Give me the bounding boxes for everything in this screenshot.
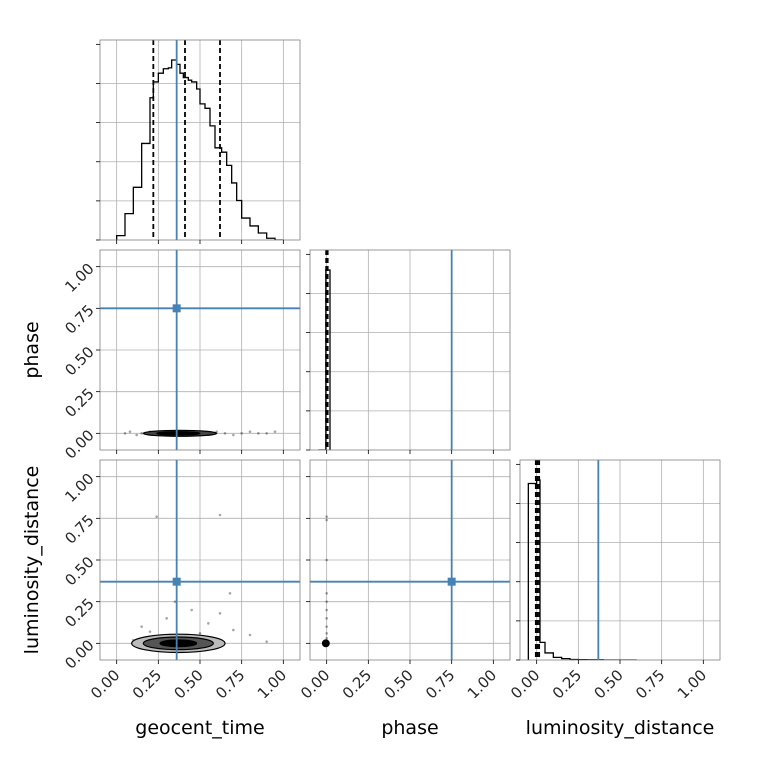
truth-marker — [172, 577, 181, 586]
x-tick-label: 0.25 — [339, 666, 375, 702]
y-tick-label: 0.00 — [61, 636, 97, 672]
sample-point — [173, 600, 177, 603]
sample-point — [325, 558, 328, 562]
sample-point — [325, 515, 328, 518]
sample-point — [325, 518, 328, 522]
sample-point — [140, 432, 143, 435]
panel-scatter-geocent_time-luminosity_distance — [100, 460, 300, 660]
sample-point — [218, 513, 222, 517]
y-tick-label: 1.00 — [61, 260, 97, 296]
x-tick-label: 0.50 — [170, 666, 206, 702]
sample-point — [232, 628, 235, 632]
x-tick-label: 0.75 — [632, 666, 668, 702]
x-tick-label: 0.50 — [380, 666, 416, 702]
x-tick-label: 0.75 — [422, 666, 458, 702]
y-axis-label: phase — [21, 321, 43, 378]
x-axis-label: geocent_time — [135, 717, 264, 739]
panel-hist-geocent_time — [100, 40, 300, 240]
y-tick-label: 0.50 — [61, 343, 97, 379]
sample-point — [273, 430, 277, 433]
sample-point — [140, 625, 143, 628]
sample-point — [228, 592, 232, 595]
panel-scatter-phase-luminosity_distance — [310, 460, 510, 660]
x-tick-label: 0.25 — [549, 666, 585, 702]
sample-point — [265, 640, 268, 643]
y-tick-label: 0.75 — [61, 511, 97, 547]
panel-scatter-geocent_time-phase — [100, 250, 300, 450]
y-tick-label: 0.25 — [61, 595, 97, 631]
sample-point — [240, 432, 243, 435]
y-tick-label: 1.00 — [61, 470, 97, 506]
x-tick-label: 1.00 — [674, 666, 710, 702]
sample-point — [218, 612, 222, 615]
sample-point — [325, 592, 328, 595]
sample-point — [325, 608, 328, 612]
x-tick-label: 0.00 — [297, 666, 333, 702]
y-tick-label: 0.25 — [61, 385, 97, 421]
histogram-line — [527, 479, 637, 660]
histogram-line — [116, 59, 284, 240]
sample-point — [165, 617, 168, 620]
sample-point — [265, 432, 268, 435]
sample-point — [155, 515, 158, 518]
sample-point — [325, 632, 328, 635]
sample-point — [325, 617, 328, 620]
sample-point — [135, 433, 138, 437]
x-tick-label: 1.00 — [254, 666, 290, 702]
x-tick-label: 0.00 — [507, 666, 543, 702]
panel-hist-luminosity_distance — [520, 460, 720, 660]
x-tick-label: 1.00 — [464, 666, 500, 702]
y-tick-label: 0.75 — [61, 301, 97, 337]
x-axis-label: luminosity_distance — [526, 717, 715, 739]
density-contour — [321, 639, 330, 648]
y-tick-label: 0.50 — [61, 553, 97, 589]
y-axis-label: luminosity_distance — [21, 466, 43, 655]
sample-point — [325, 600, 328, 603]
sample-point — [148, 630, 152, 633]
x-axis-label: phase — [381, 717, 438, 739]
sample-point — [232, 433, 235, 437]
x-tick-label: 0.00 — [87, 666, 123, 702]
y-tick-label: 0.00 — [61, 426, 97, 462]
sample-point — [325, 637, 328, 640]
sample-point — [257, 432, 260, 435]
density-contour — [159, 639, 198, 648]
sample-point — [190, 608, 193, 612]
sample-point — [248, 633, 252, 637]
panel-hist-phase — [310, 250, 510, 450]
density-contour — [156, 431, 201, 436]
truth-marker — [447, 577, 456, 586]
sample-point — [223, 432, 227, 435]
x-tick-label: 0.25 — [129, 666, 165, 702]
x-tick-label: 0.75 — [212, 666, 248, 702]
sample-point — [128, 430, 132, 433]
truth-marker — [172, 304, 181, 313]
sample-point — [207, 622, 210, 625]
sample-point — [123, 432, 127, 435]
sample-point — [325, 625, 328, 628]
x-tick-label: 0.50 — [590, 666, 626, 702]
sample-point — [198, 632, 202, 635]
sample-point — [248, 430, 252, 433]
